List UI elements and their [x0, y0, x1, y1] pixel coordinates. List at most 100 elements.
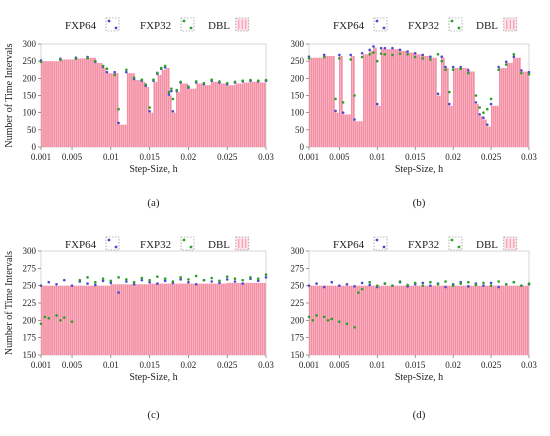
fxp32-point [406, 283, 409, 287]
dbl-bar [441, 57, 443, 147]
fxp32-point [117, 107, 120, 111]
dbl-bar [143, 81, 146, 147]
dbl-bar [413, 52, 415, 148]
dbl-bar [184, 83, 186, 147]
dbl-bar [159, 74, 162, 147]
dbl-bar [451, 285, 453, 355]
y-tick-label: 100 [23, 108, 37, 118]
fxp32-point [429, 280, 432, 284]
dbl-bar [188, 283, 191, 355]
dbl-bar [49, 61, 51, 147]
dbl-bar [309, 285, 311, 355]
fxp32-point [264, 273, 268, 276]
x-tick-label: 0.015 [405, 152, 426, 162]
y-tick-label: 150 [23, 350, 37, 360]
dbl-bar [375, 47, 377, 147]
dbl-bar [471, 71, 473, 147]
fxp64-point [117, 121, 120, 125]
dbl-bar [315, 57, 317, 147]
dbl-bar [373, 285, 375, 355]
x-tick-label: 0.01 [103, 152, 119, 162]
legend-swatch-dot [457, 245, 461, 249]
legend-label: DBL [476, 239, 498, 251]
dbl-bar [457, 68, 459, 147]
dbl-bar [81, 58, 84, 147]
legend-label: FXP64 [65, 239, 97, 251]
legend-entry-fxp32: FXP32 [408, 17, 463, 32]
dbl-bar [323, 57, 325, 147]
dbl-bar [139, 80, 141, 147]
dbl-bar [137, 80, 139, 147]
dbl-bar [102, 285, 105, 355]
dbl-bar [409, 52, 411, 148]
dbl-bar [427, 56, 429, 148]
dbl-bar [216, 81, 219, 147]
fxp32-point [451, 284, 455, 287]
fxp32-point [218, 80, 221, 83]
y-tick-label: 150 [291, 350, 305, 360]
fxp32-point [109, 279, 113, 283]
dbl-bar [229, 85, 231, 147]
dbl-bar [457, 285, 459, 355]
fxp32-point [144, 83, 148, 86]
dbl-bar [463, 68, 465, 147]
dbl-bar [249, 282, 252, 355]
dbl-bar [355, 121, 357, 147]
x-axis-title: Step-Size, h [129, 164, 177, 175]
dbl-bar [487, 126, 489, 147]
dbl-bar [455, 285, 457, 355]
fxp32-point [315, 314, 318, 317]
dbl-bar [71, 285, 74, 355]
fxp32-point [113, 73, 117, 77]
dbl-bar [389, 49, 391, 147]
dbl-bar [169, 283, 172, 355]
dbl-bar [485, 285, 487, 355]
x-tick-label: 0.005 [329, 152, 350, 162]
fxp64-point [413, 51, 417, 55]
dbl-bar [313, 57, 315, 147]
dbl-bar [190, 283, 193, 355]
dbl-bar [253, 282, 256, 355]
y-tick-label: 100 [291, 108, 305, 118]
legend-label: DBL [476, 20, 498, 32]
dbl-bar [57, 285, 60, 355]
fxp32-point [152, 78, 155, 82]
fxp32-point [368, 53, 371, 56]
fxp64-point [167, 93, 171, 96]
dbl-bar [489, 126, 491, 147]
fxp32-point [375, 284, 379, 287]
dbl-bar [88, 57, 90, 147]
legend-swatch-dot [450, 19, 454, 23]
legend-swatch [373, 236, 388, 251]
fxp32-point [360, 55, 364, 59]
fxp32-point [520, 284, 523, 287]
y-tick-label: 200 [23, 315, 37, 325]
dbl-bar [437, 285, 439, 355]
fxp32-point [249, 276, 252, 279]
fxp32-point [101, 277, 105, 281]
y-tick-label: 150 [291, 91, 305, 101]
fxp32-point [202, 278, 206, 282]
fxp32-point [125, 278, 128, 281]
dbl-bar [401, 50, 403, 147]
dbl-bar [108, 285, 111, 355]
dbl-bar [443, 285, 445, 355]
dbl-bar [429, 56, 431, 148]
dbl-bar [208, 85, 211, 147]
dbl-bar [100, 285, 103, 355]
fxp64-point [101, 279, 105, 283]
panel-label: (d) [413, 409, 426, 421]
fxp32-point [504, 282, 508, 286]
dbl-bar [345, 285, 347, 355]
dbl-bar [86, 285, 88, 355]
fxp32-point [489, 284, 493, 287]
legend-entry-dbl: DBL [476, 17, 518, 32]
dbl-bar [231, 282, 233, 355]
dbl-bar [247, 282, 250, 355]
y-tick-label: 250 [291, 281, 305, 291]
dbl-bar [487, 285, 489, 355]
dbl-bar [505, 285, 507, 355]
dbl-bar [176, 92, 178, 147]
dbl-bar [167, 283, 170, 355]
dbl-bar [178, 283, 180, 355]
